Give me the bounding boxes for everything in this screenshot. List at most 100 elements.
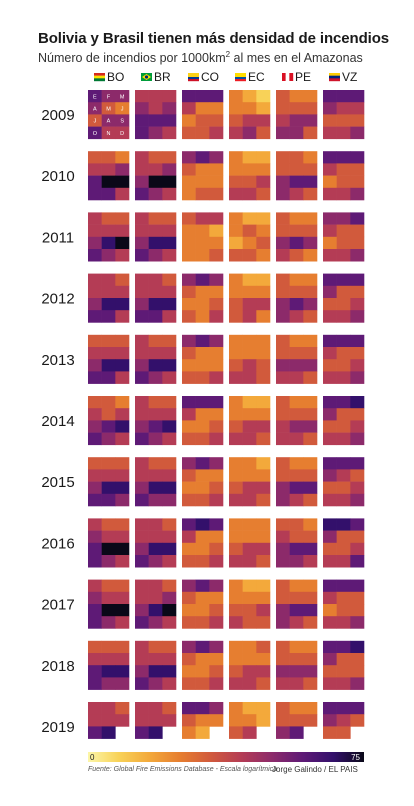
heatmap-cell	[195, 359, 210, 372]
heatmap-cell	[135, 432, 149, 446]
heatmap-cell	[323, 249, 337, 262]
heatmap-cell	[323, 298, 337, 311]
heatmap-cell	[195, 714, 210, 727]
heatmap-cell	[148, 542, 163, 556]
heatmap-cell	[256, 469, 271, 482]
legend-min-label: 0	[90, 753, 95, 762]
legend-max-label: 75	[351, 753, 360, 762]
heatmap-cell	[101, 151, 116, 164]
heatmap-cell	[209, 493, 224, 507]
heatmap-cell	[336, 310, 351, 323]
heatmap-cell	[195, 249, 210, 262]
heatmap-cell	[303, 236, 318, 250]
heatmap-cell	[350, 396, 365, 409]
heatmap-cell	[148, 359, 163, 372]
heatmap-cell	[323, 273, 337, 287]
heatmap-cell	[229, 604, 243, 617]
heatmap-cell	[88, 90, 102, 103]
heatmap-cell	[88, 151, 102, 164]
heatmap-cell	[88, 481, 102, 495]
heatmap-cell	[256, 530, 271, 544]
chart-subtitle: Número de incendios por 1000km2 al mes e…	[38, 50, 408, 65]
heatmap-cell	[182, 151, 196, 164]
heatmap-cell	[276, 616, 290, 629]
heatmap-cell	[182, 334, 196, 348]
heatmap-cell	[101, 542, 116, 556]
heatmap-cell	[148, 298, 163, 311]
heatmap-cell	[101, 126, 116, 140]
heatmap-cell	[256, 298, 271, 311]
heatmap-cell	[209, 604, 224, 617]
heatmap-cell	[101, 371, 116, 384]
heatmap-cell	[323, 310, 337, 323]
flag-icon-vz	[329, 73, 340, 76]
heatmap-cell	[148, 273, 163, 287]
heatmap-cell	[336, 187, 351, 201]
heatmap-cell	[350, 224, 365, 238]
heatmap-cell	[256, 640, 271, 654]
flag-icon-ec	[235, 79, 246, 82]
heatmap-cell	[242, 432, 257, 446]
flag-icon-co	[188, 79, 199, 82]
heatmap-cell	[115, 285, 130, 299]
heatmap-cell	[276, 530, 290, 544]
heatmap-cell	[242, 90, 257, 103]
heatmap-cell	[256, 285, 271, 299]
heatmap-cell	[323, 175, 337, 189]
heatmap-cell	[88, 126, 102, 140]
heatmap-cell	[323, 591, 337, 605]
heatmap-cell	[182, 90, 196, 103]
heatmap-cell	[303, 542, 318, 556]
heatmap-cell	[195, 347, 210, 360]
heatmap-cell	[256, 114, 271, 127]
heatmap-cell	[242, 530, 257, 544]
heatmap-cell	[101, 298, 116, 311]
heatmap-cell	[182, 702, 196, 715]
heatmap-cell	[209, 114, 224, 127]
heatmap-cell	[88, 726, 102, 739]
heatmap-cell	[148, 102, 163, 115]
heatmap-cell	[256, 396, 271, 409]
heatmap-cell	[148, 665, 163, 678]
heatmap-cell	[276, 126, 290, 140]
heatmap-cell	[303, 518, 318, 531]
flag-icon-co	[188, 77, 199, 80]
heatmap-cell	[256, 371, 271, 384]
heatmap-cell	[242, 604, 257, 617]
heatmap-cell	[162, 408, 177, 421]
heatmap-cell	[256, 457, 271, 470]
heatmap-cell	[115, 347, 130, 360]
year-label: 2011	[42, 229, 74, 246]
heatmap-cell	[88, 665, 102, 678]
heatmap-cell	[135, 224, 149, 238]
heatmap-cell	[115, 236, 130, 250]
heatmap-cell	[182, 102, 196, 115]
heatmap-cell	[182, 604, 196, 617]
heatmap-cell	[289, 653, 304, 666]
heatmap-cell	[256, 555, 271, 568]
heatmap-cell	[209, 469, 224, 482]
heatmap-cell	[182, 469, 196, 482]
heatmap-cell	[323, 469, 337, 482]
heatmap-cell	[148, 285, 163, 299]
heatmap-cell	[303, 530, 318, 544]
heatmap-cell	[115, 591, 130, 605]
heatmap-cell	[115, 493, 130, 507]
heatmap-cell	[350, 175, 365, 189]
heatmap-cell	[195, 90, 210, 103]
heatmap-cell	[336, 665, 351, 678]
heatmap-cell	[135, 714, 149, 727]
heatmap-cell	[336, 396, 351, 409]
heatmap-cell	[209, 273, 224, 287]
heatmap-cell	[303, 493, 318, 507]
heatmap-cell	[350, 481, 365, 495]
heatmap-cell	[336, 90, 351, 103]
heatmap-cell	[209, 175, 224, 189]
heatmap-cell	[162, 236, 177, 250]
heatmap-cell	[195, 236, 210, 250]
heatmap-cell	[195, 126, 210, 140]
heatmap-cell	[135, 298, 149, 311]
heatmap-cell	[195, 163, 210, 176]
heatmap-cell	[88, 653, 102, 666]
heatmap-cell	[162, 481, 177, 495]
